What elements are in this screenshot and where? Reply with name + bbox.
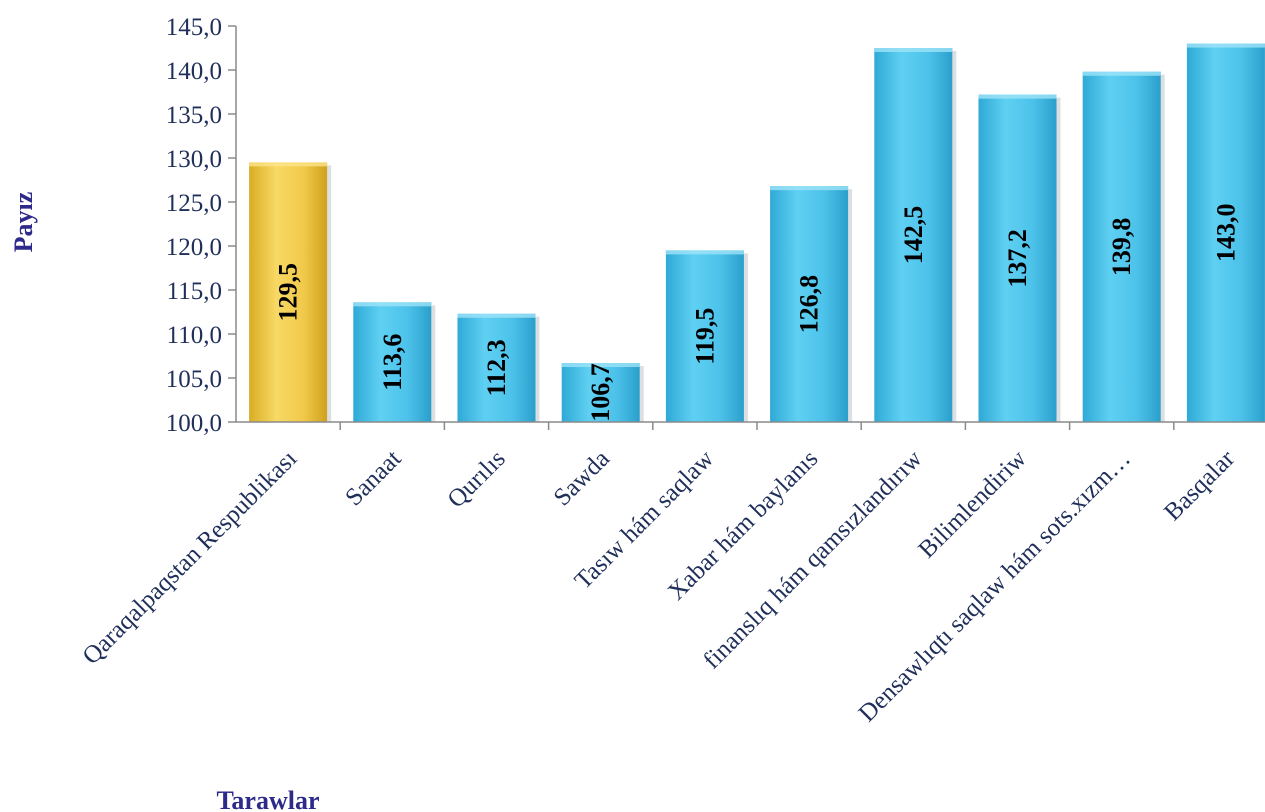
y-axis-title: Payız bbox=[9, 192, 38, 253]
bar-value-label: 106,7 bbox=[586, 363, 615, 422]
bar-value-label: 112,3 bbox=[482, 339, 511, 396]
x-tick-label: Sawda bbox=[549, 445, 615, 511]
bar-top-edge bbox=[874, 48, 952, 52]
bar-top-edge bbox=[770, 186, 848, 190]
y-tick-label: 135,0 bbox=[166, 102, 222, 129]
y-tick-label: 110,0 bbox=[167, 322, 222, 349]
y-tick-label: 105,0 bbox=[166, 366, 222, 393]
bar-value-label: 113,6 bbox=[378, 334, 407, 391]
y-tick-label: 120,0 bbox=[166, 234, 222, 261]
bar-top-edge bbox=[979, 95, 1057, 99]
x-axis-title: Tarawlar bbox=[216, 786, 319, 812]
x-tick-label: finanslıq hám qamsızlandırıw bbox=[698, 445, 927, 674]
bar-value-label: 126,8 bbox=[795, 275, 824, 334]
bar-top-edge bbox=[249, 162, 327, 166]
y-tick-label: 145,0 bbox=[166, 14, 222, 41]
bar-value-label: 142,5 bbox=[899, 206, 928, 265]
bar-top-edge bbox=[353, 302, 431, 306]
x-tick-label: Qurılıs bbox=[443, 445, 511, 513]
bar-value-label: 143,0 bbox=[1211, 204, 1240, 262]
x-tick-label: Bilimlendiriw bbox=[913, 445, 1031, 563]
y-tick-label: 130,0 bbox=[166, 146, 222, 173]
bar-top-edge bbox=[458, 314, 536, 318]
bar-top-edge bbox=[1083, 72, 1161, 76]
x-tick-label: Qaraqalpaqstan Respublikası bbox=[78, 445, 303, 670]
bar-top-edge bbox=[666, 250, 744, 254]
bar-value-label: 119,5 bbox=[690, 308, 719, 365]
y-tick-label: 115,0 bbox=[167, 278, 222, 305]
bar-value-label: 139,8 bbox=[1107, 218, 1136, 277]
bar-value-label: 129,5 bbox=[274, 263, 303, 322]
y-tick-label: 100,0 bbox=[166, 410, 222, 437]
x-tick-label: Basqalar bbox=[1159, 445, 1240, 526]
bar-top-edge bbox=[1187, 44, 1265, 48]
x-tick-label: Sanaat bbox=[340, 445, 406, 511]
y-tick-label: 125,0 bbox=[166, 190, 222, 217]
y-tick-label: 140,0 bbox=[166, 58, 222, 85]
bar-value-label: 137,2 bbox=[1003, 229, 1032, 288]
